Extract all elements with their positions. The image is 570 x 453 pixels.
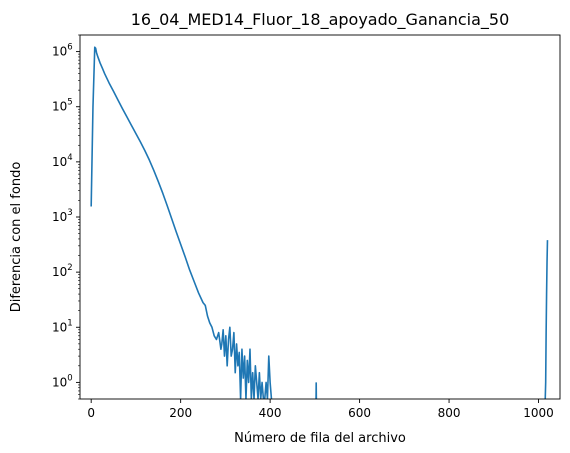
chart-title: 16_04_MED14_Fluor_18_apoyado_Ganancia_50 bbox=[131, 10, 510, 30]
x-tick-label: 200 bbox=[169, 406, 192, 420]
x-tick-label: 0 bbox=[87, 406, 95, 420]
plot-area bbox=[90, 46, 549, 399]
series-spike bbox=[315, 382, 318, 399]
x-tick-label: 1000 bbox=[523, 406, 554, 420]
series-tail bbox=[544, 240, 549, 399]
x-tick-label: 800 bbox=[438, 406, 461, 420]
x-tick-label: 400 bbox=[259, 406, 282, 420]
series-line bbox=[90, 46, 273, 399]
x-tick-label: 600 bbox=[348, 406, 371, 420]
y-axis-label: Diferencia con el fondo bbox=[9, 162, 24, 313]
x-axis-label: Número de fila del archivo bbox=[234, 431, 406, 446]
series-group bbox=[90, 46, 549, 399]
